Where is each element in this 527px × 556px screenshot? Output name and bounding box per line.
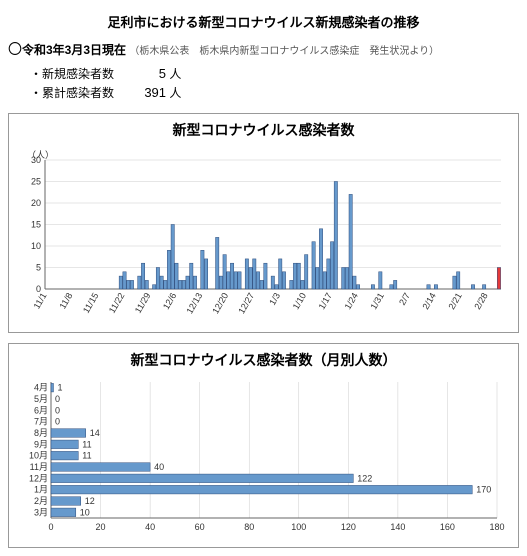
svg-text:2/14: 2/14 <box>420 291 437 311</box>
total-label: ・累計感染者数 <box>30 84 124 101</box>
svg-text:1月: 1月 <box>34 485 48 495</box>
svg-text:2月: 2月 <box>34 496 48 506</box>
svg-text:40: 40 <box>145 522 155 532</box>
monthly-chart: 0 20 40 60 80 100 120 140 160 180 4月 1 5月 0 6月 0 7月 0 8月 14… <box>17 376 507 536</box>
svg-text:10: 10 <box>80 507 90 517</box>
svg-text:11/29: 11/29 <box>133 291 153 315</box>
svg-text:11: 11 <box>82 451 91 461</box>
svg-text:11月: 11月 <box>30 462 48 472</box>
svg-text:0: 0 <box>55 405 60 415</box>
monthly-chart-title: 新型コロナウイルス感染者数（月別人数） <box>17 350 510 370</box>
date-text: 令和3年3月3日現在 <box>22 43 126 57</box>
total-value: 391 <box>126 85 166 100</box>
monthly-chart-box: 新型コロナウイルス感染者数（月別人数） 02040608010012014016… <box>8 343 519 548</box>
svg-text:30: 30 <box>31 155 41 165</box>
svg-text:2/28: 2/28 <box>472 291 489 311</box>
daily-chart-title: 新型コロナウイルス感染者数 <box>17 120 510 140</box>
svg-text:100: 100 <box>291 522 306 532</box>
svg-text:80: 80 <box>244 522 254 532</box>
new-value: 5 <box>126 66 166 81</box>
date-note: （栃木県公表 栃木県内新型コロナウイルス感染症 発生状況より） <box>129 46 439 57</box>
svg-text:9月: 9月 <box>34 439 48 449</box>
svg-text:12/20: 12/20 <box>210 291 230 316</box>
stats-table: ・新規感染者数 5 人 ・累計感染者数 391 人 <box>28 63 193 103</box>
svg-text:1/3: 1/3 <box>267 291 282 307</box>
date-bullet: 〇 <box>8 41 22 57</box>
svg-text:180: 180 <box>489 522 504 532</box>
svg-text:5: 5 <box>36 263 41 273</box>
svg-text:12: 12 <box>85 496 95 506</box>
svg-text:1/10: 1/10 <box>291 291 308 311</box>
svg-text:8月: 8月 <box>34 428 48 438</box>
svg-text:40: 40 <box>154 462 164 472</box>
svg-text:12/6: 12/6 <box>161 291 178 311</box>
svg-text:120: 120 <box>341 522 356 532</box>
svg-text:0: 0 <box>55 417 60 427</box>
page-title: 足利市における新型コロナウイルス新規感染者の推移 <box>8 12 519 31</box>
svg-text:10月: 10月 <box>29 451 48 461</box>
svg-text:20: 20 <box>96 522 106 532</box>
svg-text:11/8: 11/8 <box>57 291 74 311</box>
daily-chart-box: 新型コロナウイルス感染者数 （人）05101520253011/111/811/… <box>8 113 519 333</box>
date-line: 〇令和3年3月3日現在 （栃木県公表 栃木県内新型コロナウイルス感染症 発生状況… <box>8 39 519 59</box>
svg-text:1/31: 1/31 <box>369 291 386 311</box>
new-label: ・新規感染者数 <box>30 65 124 82</box>
svg-text:4月: 4月 <box>34 383 48 393</box>
svg-text:11/1: 11/1 <box>32 291 49 311</box>
svg-text:11/15: 11/15 <box>81 291 101 315</box>
svg-text:5月: 5月 <box>34 394 48 404</box>
svg-text:3月: 3月 <box>34 507 48 517</box>
unit: 人 <box>169 67 181 81</box>
svg-text:2/7: 2/7 <box>397 291 412 307</box>
svg-text:1/24: 1/24 <box>343 291 360 311</box>
daily-chart: （人）05101520253011/111/811/1511/2211/2912… <box>17 146 507 321</box>
svg-text:122: 122 <box>357 473 372 483</box>
svg-text:1: 1 <box>58 383 63 393</box>
unit: 人 <box>169 86 181 100</box>
svg-text:0: 0 <box>55 394 60 404</box>
svg-text:7月: 7月 <box>34 417 48 427</box>
svg-text:14: 14 <box>90 428 100 438</box>
svg-text:20: 20 <box>31 198 41 208</box>
svg-text:11/22: 11/22 <box>107 291 127 315</box>
svg-text:12月: 12月 <box>29 473 48 483</box>
svg-text:6月: 6月 <box>34 405 48 415</box>
svg-text:0: 0 <box>48 522 53 532</box>
svg-text:170: 170 <box>476 485 491 495</box>
svg-text:10: 10 <box>31 241 41 251</box>
svg-text:12/27: 12/27 <box>236 291 256 316</box>
svg-text:2/21: 2/21 <box>446 291 463 311</box>
svg-text:12/13: 12/13 <box>184 291 204 316</box>
svg-text:1/17: 1/17 <box>317 291 334 311</box>
svg-text:11: 11 <box>82 439 91 449</box>
svg-text:160: 160 <box>440 522 455 532</box>
svg-text:140: 140 <box>390 522 405 532</box>
svg-text:15: 15 <box>31 220 41 230</box>
svg-text:60: 60 <box>195 522 205 532</box>
svg-text:25: 25 <box>31 177 41 187</box>
